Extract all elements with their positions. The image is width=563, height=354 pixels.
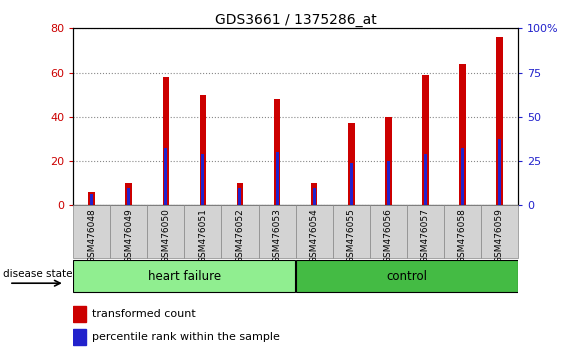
Text: GSM476054: GSM476054: [310, 208, 319, 263]
Bar: [202, 154, 204, 205]
Bar: [444, 205, 481, 258]
Text: transformed count: transformed count: [92, 309, 195, 319]
Bar: [422, 75, 428, 205]
Bar: [88, 192, 95, 205]
Text: percentile rank within the sample: percentile rank within the sample: [92, 332, 280, 342]
Bar: [311, 183, 318, 205]
Bar: [296, 205, 333, 258]
Bar: [90, 194, 93, 205]
Bar: [73, 329, 86, 344]
Text: GSM476049: GSM476049: [124, 208, 133, 263]
Bar: [221, 205, 258, 258]
Bar: [163, 77, 169, 205]
Bar: [185, 205, 221, 258]
Bar: [481, 205, 518, 258]
Text: GSM476051: GSM476051: [198, 208, 207, 263]
Text: heart failure: heart failure: [148, 270, 221, 282]
Bar: [424, 154, 427, 205]
Bar: [350, 163, 352, 205]
Text: GSM476056: GSM476056: [384, 208, 393, 263]
Bar: [126, 183, 132, 205]
Text: disease state: disease state: [3, 269, 72, 279]
Bar: [498, 139, 501, 205]
Bar: [461, 148, 464, 205]
Text: GSM476052: GSM476052: [235, 208, 244, 263]
Bar: [348, 124, 355, 205]
Bar: [312, 188, 316, 205]
Text: GSM476053: GSM476053: [272, 208, 282, 263]
Bar: [370, 205, 406, 258]
Bar: [496, 37, 503, 205]
Bar: [296, 260, 518, 292]
Text: GSM476057: GSM476057: [421, 208, 430, 263]
Title: GDS3661 / 1375286_at: GDS3661 / 1375286_at: [215, 13, 377, 27]
Bar: [275, 152, 279, 205]
Bar: [73, 306, 86, 322]
Bar: [73, 205, 110, 258]
Bar: [164, 148, 167, 205]
Bar: [73, 260, 295, 292]
Bar: [274, 99, 280, 205]
Text: GSM476058: GSM476058: [458, 208, 467, 263]
Bar: [407, 205, 444, 258]
Bar: [199, 95, 206, 205]
Bar: [385, 117, 392, 205]
Bar: [110, 205, 148, 258]
Text: GSM476059: GSM476059: [495, 208, 504, 263]
Bar: [333, 205, 370, 258]
Bar: [239, 188, 242, 205]
Bar: [459, 64, 466, 205]
Bar: [236, 183, 243, 205]
Text: control: control: [387, 270, 428, 282]
Text: GSM476055: GSM476055: [347, 208, 356, 263]
Bar: [127, 188, 130, 205]
Text: GSM476050: GSM476050: [162, 208, 171, 263]
Bar: [387, 161, 390, 205]
Text: GSM476048: GSM476048: [87, 208, 96, 263]
Bar: [258, 205, 296, 258]
Bar: [148, 205, 185, 258]
